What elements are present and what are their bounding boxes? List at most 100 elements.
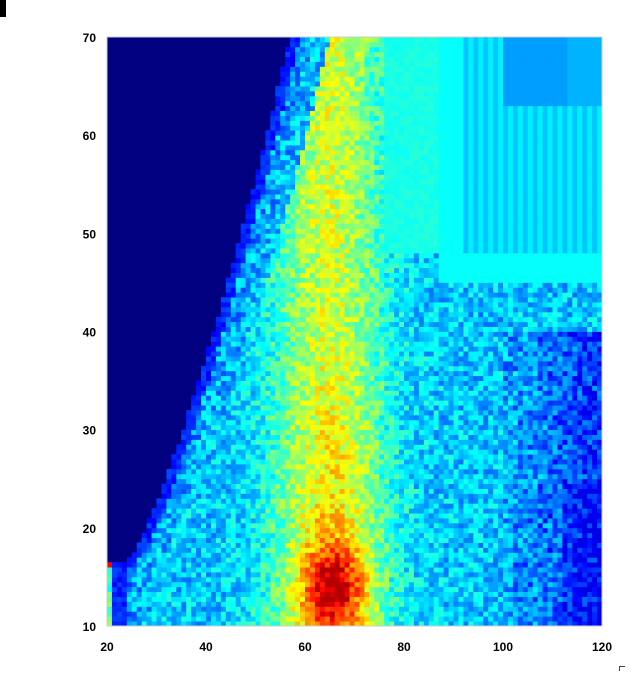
heatmap-cell: [503, 473, 509, 480]
heatmap-cell: [488, 405, 494, 411]
heatmap-cell: [359, 552, 365, 558]
heatmap-cell: [448, 522, 454, 529]
heatmap-cell: [334, 537, 341, 543]
heatmap-cell: [493, 385, 499, 391]
heatmap-cell: [191, 493, 197, 499]
heatmap-cell: [280, 390, 286, 396]
heatmap-cell: [270, 395, 276, 401]
heatmap-cell: [309, 498, 316, 504]
heatmap-cell: [240, 429, 246, 435]
heatmap-cell: [171, 621, 177, 627]
heatmap-cell: [186, 557, 192, 563]
heatmap-cell: [166, 547, 172, 553]
heatmap-cell: [537, 522, 543, 529]
heatmap-cell: [196, 454, 202, 460]
heatmap-cell: [438, 356, 444, 362]
heatmap-cell: [503, 414, 509, 421]
heatmap-cell: [349, 576, 355, 583]
heatmap-cell: [478, 356, 484, 362]
heatmap-cell: [220, 434, 227, 440]
heatmap-cell: [433, 576, 440, 583]
heatmap-cell: [522, 621, 529, 627]
heatmap-cell: [166, 567, 172, 573]
heatmap-cell: [587, 410, 593, 416]
heatmap-cell: [314, 449, 321, 455]
heatmap-cell: [151, 621, 157, 627]
heatmap-cell: [359, 395, 365, 401]
heatmap-cell: [215, 532, 222, 539]
heatmap-cell: [349, 508, 355, 514]
heatmap-cell: [181, 527, 187, 534]
heatmap-cell: [186, 527, 192, 534]
heatmap-cell: [275, 419, 281, 426]
heatmap-cell: [280, 405, 286, 411]
heatmap-cell: [314, 400, 321, 406]
heatmap-cell: [493, 576, 499, 583]
heatmap-cell: [280, 360, 286, 367]
heatmap-cell: [196, 576, 202, 583]
heatmap-cell: [275, 576, 281, 583]
heatmap-cell: [418, 439, 425, 445]
heatmap-cell: [413, 562, 420, 568]
heatmap-cell: [582, 522, 588, 529]
heatmap-cell: [305, 522, 311, 529]
heatmap-cell: [285, 356, 291, 362]
heatmap-cell: [215, 385, 222, 391]
heatmap-cell: [255, 375, 261, 381]
heatmap-cell: [354, 557, 360, 563]
heatmap-cell: [250, 405, 256, 411]
heatmap-cell: [210, 616, 217, 622]
heatmap-cell: [582, 596, 588, 602]
heatmap-cell: [423, 493, 430, 499]
heatmap-cell: [547, 498, 553, 504]
heatmap-cell: [156, 567, 162, 573]
heatmap-cell: [374, 621, 380, 627]
heatmap-cell: [503, 464, 509, 470]
heatmap-cell: [404, 414, 410, 421]
heatmap-cell: [324, 547, 331, 553]
heatmap-cell: [250, 616, 256, 622]
heatmap-cell: [399, 576, 405, 583]
heatmap-cell: [364, 444, 370, 450]
heatmap-cell: [542, 572, 548, 578]
heatmap-cell: [210, 370, 217, 377]
heatmap-cell: [577, 562, 583, 568]
heatmap-cell: [176, 552, 182, 558]
heatmap-cell: [517, 503, 524, 509]
heatmap-cell: [334, 459, 341, 465]
heatmap-cell: [438, 581, 444, 588]
heatmap-cell: [592, 370, 598, 377]
heatmap-cell: [498, 596, 504, 602]
heatmap-cell: [324, 419, 331, 426]
heatmap-cell: [488, 478, 494, 485]
heatmap-cell: [468, 616, 474, 622]
heatmap-cell: [463, 424, 469, 431]
heatmap-cell: [260, 503, 266, 509]
heatmap-cell: [349, 380, 355, 386]
heatmap-cell: [295, 581, 301, 588]
heatmap-cell: [483, 473, 489, 480]
heatmap-cell: [587, 562, 593, 568]
heatmap-cell: [240, 596, 246, 602]
heatmap-cell: [116, 572, 123, 578]
heatmap-cell: [458, 547, 464, 553]
heatmap-cell: [562, 621, 568, 627]
heatmap-cell: [567, 508, 573, 514]
heatmap-cell: [265, 395, 271, 401]
heatmap-cell: [587, 473, 593, 480]
heatmap-cell: [389, 572, 395, 578]
heatmap-cell: [394, 356, 400, 362]
heatmap-cell: [107, 601, 113, 607]
heatmap-cell: [458, 606, 464, 612]
heatmap-cell: [547, 464, 553, 470]
heatmap-cell: [517, 601, 524, 607]
heatmap-cell: [349, 513, 355, 519]
heatmap-cell: [507, 547, 514, 553]
heatmap-cell: [255, 518, 261, 524]
heatmap-cell: [121, 606, 128, 612]
heatmap-cell: [344, 473, 350, 480]
heatmap-cell: [562, 356, 568, 362]
heatmap-cell: [349, 419, 355, 426]
heatmap-cell: [240, 621, 246, 627]
heatmap-cell: [443, 365, 449, 372]
